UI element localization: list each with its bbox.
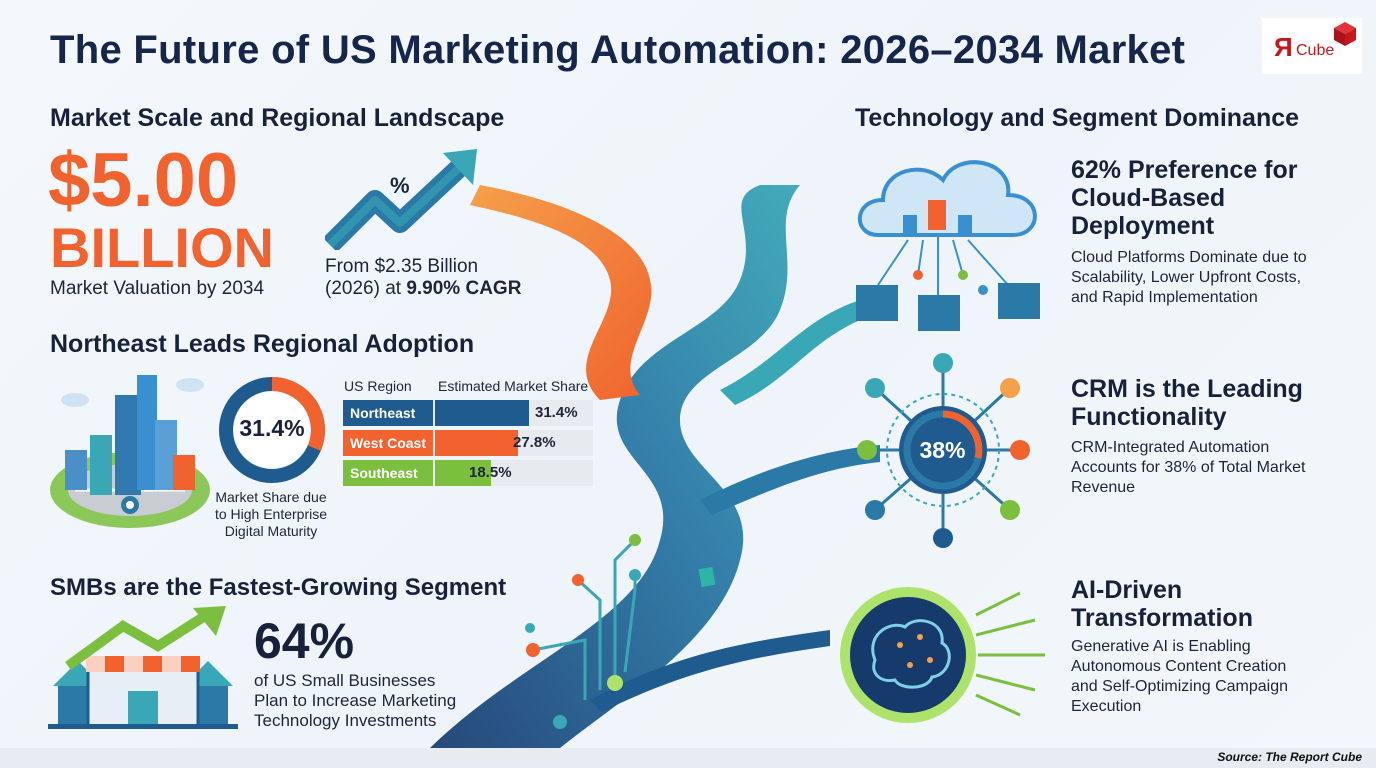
donut-caption-line: Digital Maturity — [224, 523, 318, 539]
cloud-server-icon — [856, 160, 1040, 331]
page-title: The Future of US Marketing Automation: 2… — [50, 28, 1186, 72]
ai-desc-line: Execution — [1071, 698, 1142, 715]
market-caption: Market Valuation by 2034 — [50, 278, 265, 299]
region-bar — [435, 400, 530, 426]
region-row-southeast: Southeast 18.5% — [343, 460, 593, 486]
smb-caption-line: Technology Investments — [254, 711, 437, 730]
city-skyline-icon — [50, 375, 210, 528]
crm-hub-icon — [857, 353, 1030, 548]
growth-year: (2026) at — [325, 278, 407, 299]
ai-title-line: AI-Driven — [1071, 576, 1183, 604]
source-note: Source: The Report Cube — [1217, 750, 1362, 764]
table-header-share: Estimated Market Share — [438, 378, 589, 394]
ai-desc-line: Generative AI is Enabling — [1071, 638, 1251, 655]
ai-title-line: Transformation — [1071, 604, 1253, 632]
crm-desc-line: CRM-Integrated Automation — [1071, 439, 1270, 456]
smb-caption-line: Plan to Increase Marketing — [254, 691, 457, 710]
footer-bar: Source: The Report Cube — [0, 748, 1376, 768]
region-share: 27.8% — [513, 434, 556, 451]
donut-caption-line: to High Enterprise — [214, 506, 328, 522]
ai-desc: Generative AI is Enabling Autonomous Con… — [1071, 637, 1288, 717]
cloud-title: 62% Preference for Cloud-Based Deploymen… — [1071, 156, 1298, 240]
smb-value: 64% — [254, 613, 355, 669]
logo-word: Cube — [1296, 42, 1335, 59]
region-share: 31.4% — [535, 404, 578, 421]
donut-value: 31.4% — [239, 415, 305, 441]
crm-title: CRM is the Leading Functionality — [1071, 375, 1303, 431]
brand-logo: Я Cube — [1262, 18, 1362, 74]
cloud-desc-line: Cloud Platforms Dominate due to — [1071, 249, 1307, 266]
percent-symbol: % — [390, 173, 410, 198]
region-label: West Coast — [343, 430, 433, 456]
ai-brain-icon — [840, 587, 1045, 723]
cloud-title-line: 62% Preference for — [1071, 156, 1298, 184]
logo-letter: Я — [1274, 32, 1293, 62]
region-label: Northeast — [343, 400, 433, 426]
cloud-title-line: Deployment — [1071, 212, 1215, 240]
regional-heading: Northeast Leads Regional Adoption — [50, 330, 475, 358]
growth-cagr: 9.90% CAGR — [406, 278, 522, 299]
crm-badge: 38% — [919, 437, 966, 463]
crm-title-line: Functionality — [1071, 403, 1227, 431]
growth-arrow-icon — [325, 149, 477, 250]
cloud-title-line: Cloud-Based — [1071, 184, 1226, 212]
ai-desc-line: and Self-Optimizing Campaign — [1071, 678, 1288, 695]
region-row-northeast: Northeast 31.4% — [343, 400, 593, 426]
market-share-donut — [219, 377, 325, 483]
market-value: $5.00 — [48, 138, 239, 223]
cloud-desc-line: and Rapid Implementation — [1071, 289, 1258, 306]
storefront-icon — [48, 606, 238, 729]
crm-desc-line: Accounts for 38% of Total Market — [1071, 459, 1306, 476]
market-unit: BILLION — [50, 216, 274, 279]
region-share: 18.5% — [469, 464, 512, 481]
crm-desc-line: Revenue — [1071, 479, 1136, 496]
cloud-desc-line: Scalability, Lower Upfront Costs, — [1071, 269, 1302, 286]
technology-heading: Technology and Segment Dominance — [855, 104, 1300, 132]
ai-title: AI-Driven Transformation — [1071, 576, 1253, 632]
region-bar — [435, 460, 491, 486]
smb-caption-line: of US Small Businesses — [254, 671, 436, 690]
donut-caption-line: Market Share due — [215, 489, 327, 505]
smb-heading: SMBs are the Fastest-Growing Segment — [50, 574, 507, 601]
table-header-region: US Region — [344, 378, 412, 394]
region-label: Southeast — [343, 460, 433, 486]
region-bar — [435, 430, 519, 456]
market-scale-heading: Market Scale and Regional Landscape — [50, 104, 505, 132]
growth-line-2: (2026) at 9.90% CAGR — [325, 278, 521, 299]
cube-icon — [1334, 22, 1356, 46]
growth-line-1: From $2.35 Billion — [325, 256, 479, 277]
smb-caption: of US Small Businesses Plan to Increase … — [254, 671, 456, 731]
donut-arc-northeast — [219, 377, 325, 483]
donut-caption: Market Share due to High Enterprise Digi… — [196, 489, 346, 540]
region-row-west-coast: West Coast 27.8% — [343, 430, 593, 456]
ai-desc-line: Autonomous Content Creation — [1071, 658, 1287, 675]
crm-desc: CRM-Integrated Automation Accounts for 3… — [1071, 438, 1305, 498]
cloud-desc: Cloud Platforms Dominate due to Scalabil… — [1071, 248, 1307, 308]
crm-title-line: CRM is the Leading — [1071, 375, 1303, 403]
